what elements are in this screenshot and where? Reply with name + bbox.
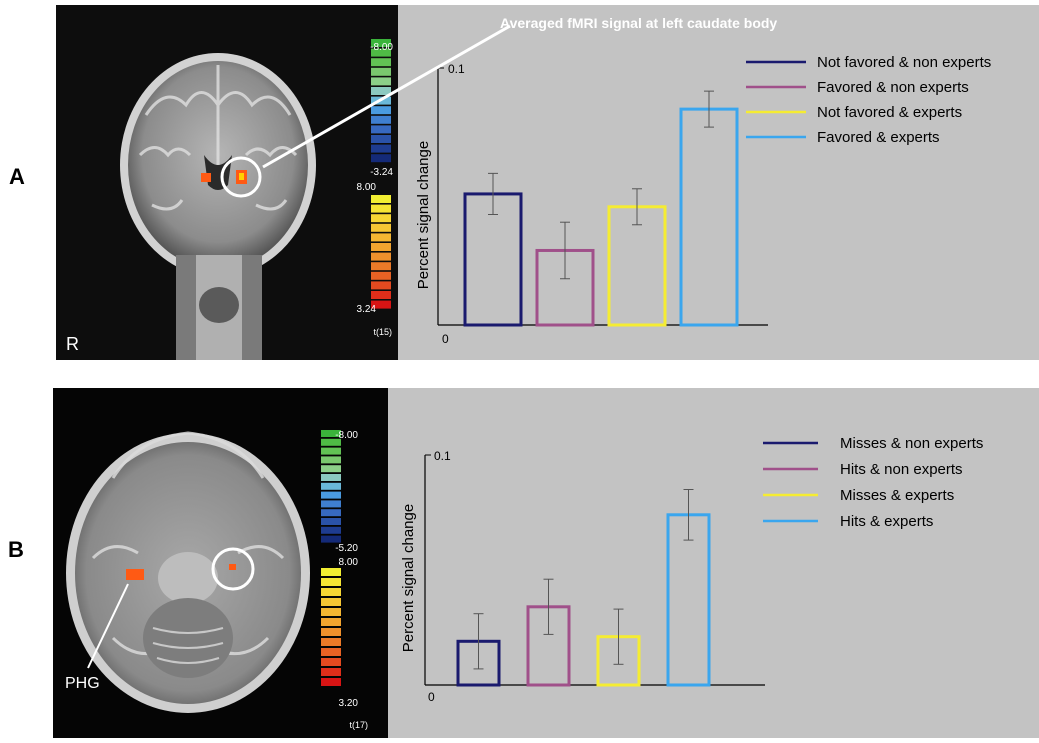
axial-brain-slice: PHG -8.00 -5.20 8.00 3.20 t(17): [65, 430, 368, 730]
bars-group-b: [456, 489, 711, 687]
legend-label-2: Hits & non experts: [840, 461, 963, 478]
y-axis-label-b: Percent signal change: [400, 504, 417, 652]
colorbar-cell: [371, 262, 391, 271]
colorbar-cell: [321, 618, 341, 626]
colorbar-cell: [321, 668, 341, 676]
brain-image-coronal: -8.00 -3.24 8.00 3.24 t(15) R: [56, 5, 398, 360]
colorbar-cell: [371, 144, 391, 153]
panel-letter-b: B: [8, 537, 24, 562]
colorbar-cell: [321, 628, 341, 636]
colorbar-cell: [371, 195, 391, 203]
colorbar-b-neg-bottom: -5.20: [335, 543, 358, 554]
colorbar-cell: [321, 474, 341, 481]
colorbar-cell: [371, 77, 391, 86]
panel-letter-a: A: [9, 164, 25, 189]
hemisphere-label: R: [66, 334, 79, 354]
colorbar-cell: [321, 678, 341, 686]
legend-b: Misses & non experts Hits & non experts Mi…: [763, 435, 983, 530]
colorbar-cell: [321, 578, 341, 586]
colorbar-cell: [321, 598, 341, 606]
colorbar-cell: [321, 638, 341, 646]
colorbar-cell: [321, 648, 341, 656]
region-label: PHG: [65, 675, 100, 692]
colorbar-cell: [371, 67, 391, 76]
colorbar-b-pos-bottom: 3.20: [339, 698, 359, 709]
legend: Not favored & non experts Favored & non e…: [746, 54, 991, 146]
colorbar-cell: [371, 291, 391, 299]
y-axis-label: Percent signal change: [415, 141, 432, 289]
colorbar-neg-top: -8.00: [370, 42, 393, 53]
coronal-brain-slice: -8.00 -3.24 8.00 3.24 t(15) R: [66, 39, 393, 360]
colorbar-cell: [321, 588, 341, 596]
colorbar-cell: [321, 658, 341, 666]
legend-label-3: Misses & experts: [840, 487, 954, 504]
y-tick-top-b: 0.1: [434, 449, 451, 463]
colorbar-cell: [321, 456, 341, 464]
colorbar-cell: [371, 243, 391, 251]
colorbar-cell: [371, 281, 391, 290]
colorbar-cell: [371, 154, 391, 163]
colorbar-pos-bottom: 3.24: [357, 304, 377, 315]
colorbar-stat: t(15): [373, 327, 392, 337]
colorbar-cell: [371, 58, 391, 67]
colorbar-cell: [321, 438, 341, 446]
colorbar-b-neg-top: -8.00: [335, 430, 358, 441]
chart-area-a: 0.1 0 Percent signal change Not favored …: [398, 5, 1039, 360]
legend-label-4: Favored & experts: [817, 129, 940, 146]
legend-label-3: Not favored & experts: [817, 104, 962, 121]
colorbar-cell: [321, 509, 341, 517]
colorbar-neg-bottom: -3.24: [370, 167, 393, 178]
activation-blob-right: [201, 173, 211, 182]
colorbar-cell: [371, 271, 391, 280]
activation-blob-hippocampus: [229, 564, 236, 570]
colorbar-cell: [321, 526, 341, 534]
colorbar-cell: [371, 214, 391, 223]
colorbar-cell: [321, 447, 341, 455]
colorbar-b-stat: t(17): [349, 720, 368, 730]
colorbar-cell: [321, 608, 341, 616]
bar-4: [679, 107, 739, 327]
colorbar-cell: [371, 223, 391, 232]
colorbar-cell: [321, 465, 341, 473]
colorbar-cell: [371, 233, 391, 242]
colorbar-cell: [321, 535, 341, 543]
colorbar-b: [321, 430, 341, 686]
roi-circle-b: [211, 547, 255, 591]
y-tick-zero: 0: [442, 332, 449, 346]
colorbar-cell: [371, 300, 391, 309]
brain-image-axial: PHG -8.00 -5.20 8.00 3.20 t(17): [53, 388, 388, 738]
bar-chart-a: 0.1 0 Percent signal change Not favored …: [415, 54, 991, 346]
colorbar-cell: [321, 482, 341, 490]
colorbar-cell: [371, 204, 391, 213]
chart-area-b: 0.1 0 Percent signal change Misses & non…: [388, 388, 1039, 738]
colorbar-cell: [371, 87, 391, 95]
colorbar-cell: [371, 252, 391, 261]
colorbar-pos-top: 8.00: [357, 182, 377, 193]
bars-group: [463, 90, 739, 327]
colorbar-cell: [321, 500, 341, 508]
legend-label-1: Not favored & non experts: [817, 54, 991, 71]
legend-label-4: Hits & experts: [840, 513, 933, 530]
colorbar-cell: [321, 491, 341, 499]
colorbar-cell: [321, 430, 341, 437]
legend-label-2: Favored & non experts: [817, 79, 969, 96]
colorbar-cell: [321, 518, 341, 525]
legend-label-1: Misses & non experts: [840, 435, 983, 452]
colorbar-cell: [371, 106, 391, 115]
activation-blob-phg: [126, 569, 144, 580]
y-tick-top: 0.1: [448, 62, 465, 76]
phg-pointer: [87, 583, 129, 669]
bar-chart-b: 0.1 0 Percent signal change Misses & non…: [400, 435, 983, 704]
colorbar-cell: [321, 568, 341, 576]
colorbar-cell: [371, 125, 391, 134]
colorbar-cell: [371, 135, 391, 143]
y-tick-zero-b: 0: [428, 690, 435, 704]
colorbar-cell: [371, 96, 391, 105]
colorbar-cell: [371, 115, 391, 124]
colorbar-b-pos-top: 8.00: [339, 557, 359, 568]
roi-circle: [220, 156, 262, 198]
